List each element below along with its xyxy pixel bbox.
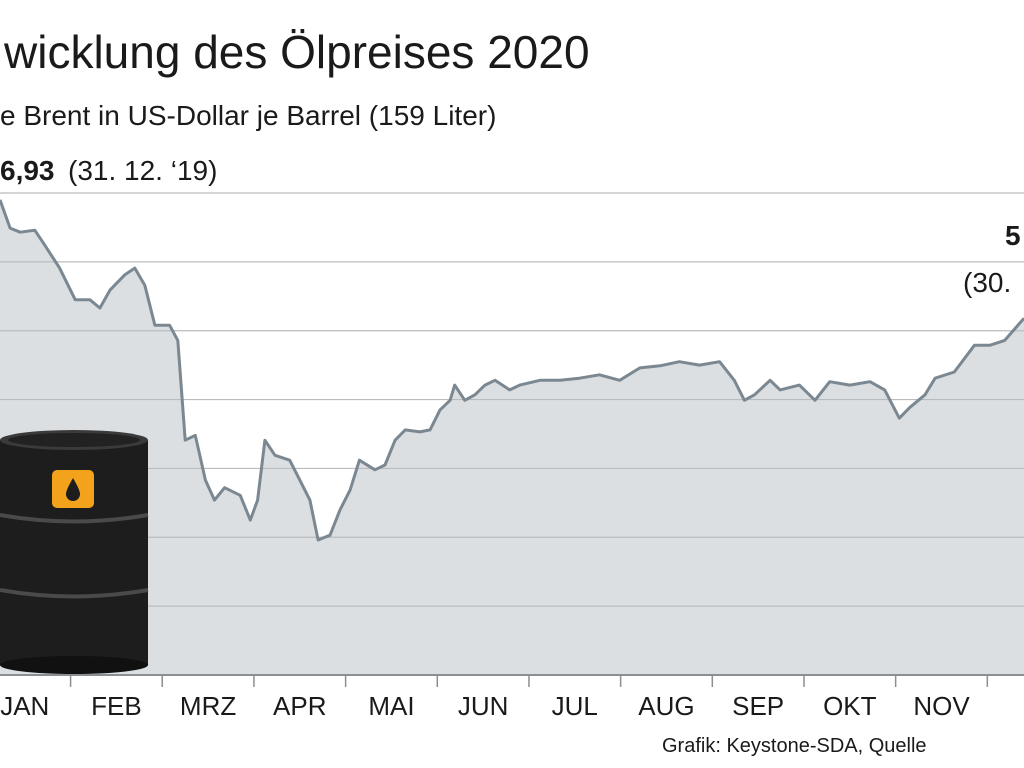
chart-subtitle: e Brent in US-Dollar je Barrel (159 Lite… [0, 100, 496, 131]
x-tick-label: NOV [913, 691, 970, 721]
x-tick-label: SEP [732, 691, 784, 721]
end-date-label: (30. [963, 267, 1011, 298]
chart-title: wicklung des Ölpreises 2020 [3, 26, 590, 78]
oil-barrel-illustration [0, 430, 149, 674]
x-tick-label: FEB [91, 691, 142, 721]
x-tick-label: OKT [823, 691, 877, 721]
x-tick-label: APR [273, 691, 326, 721]
x-tick-label: MRZ [180, 691, 236, 721]
end-value-label: 5 [1005, 220, 1021, 251]
x-tick-label: JUL [552, 691, 598, 721]
x-tick-label: MAI [368, 691, 414, 721]
source-note: Grafik: Keystone-SDA, Quelle [662, 735, 927, 757]
start-date-label: (31. 12. ‘19) [68, 155, 217, 186]
area [0, 199, 1024, 675]
x-tick-label: AUG [638, 691, 694, 721]
price-line [0, 199, 1024, 542]
x-tick-label: JUN [458, 691, 509, 721]
start-value-label: 6,93 [0, 155, 55, 186]
plot-area [0, 192, 1024, 687]
x-tick-label: JAN [0, 691, 49, 721]
